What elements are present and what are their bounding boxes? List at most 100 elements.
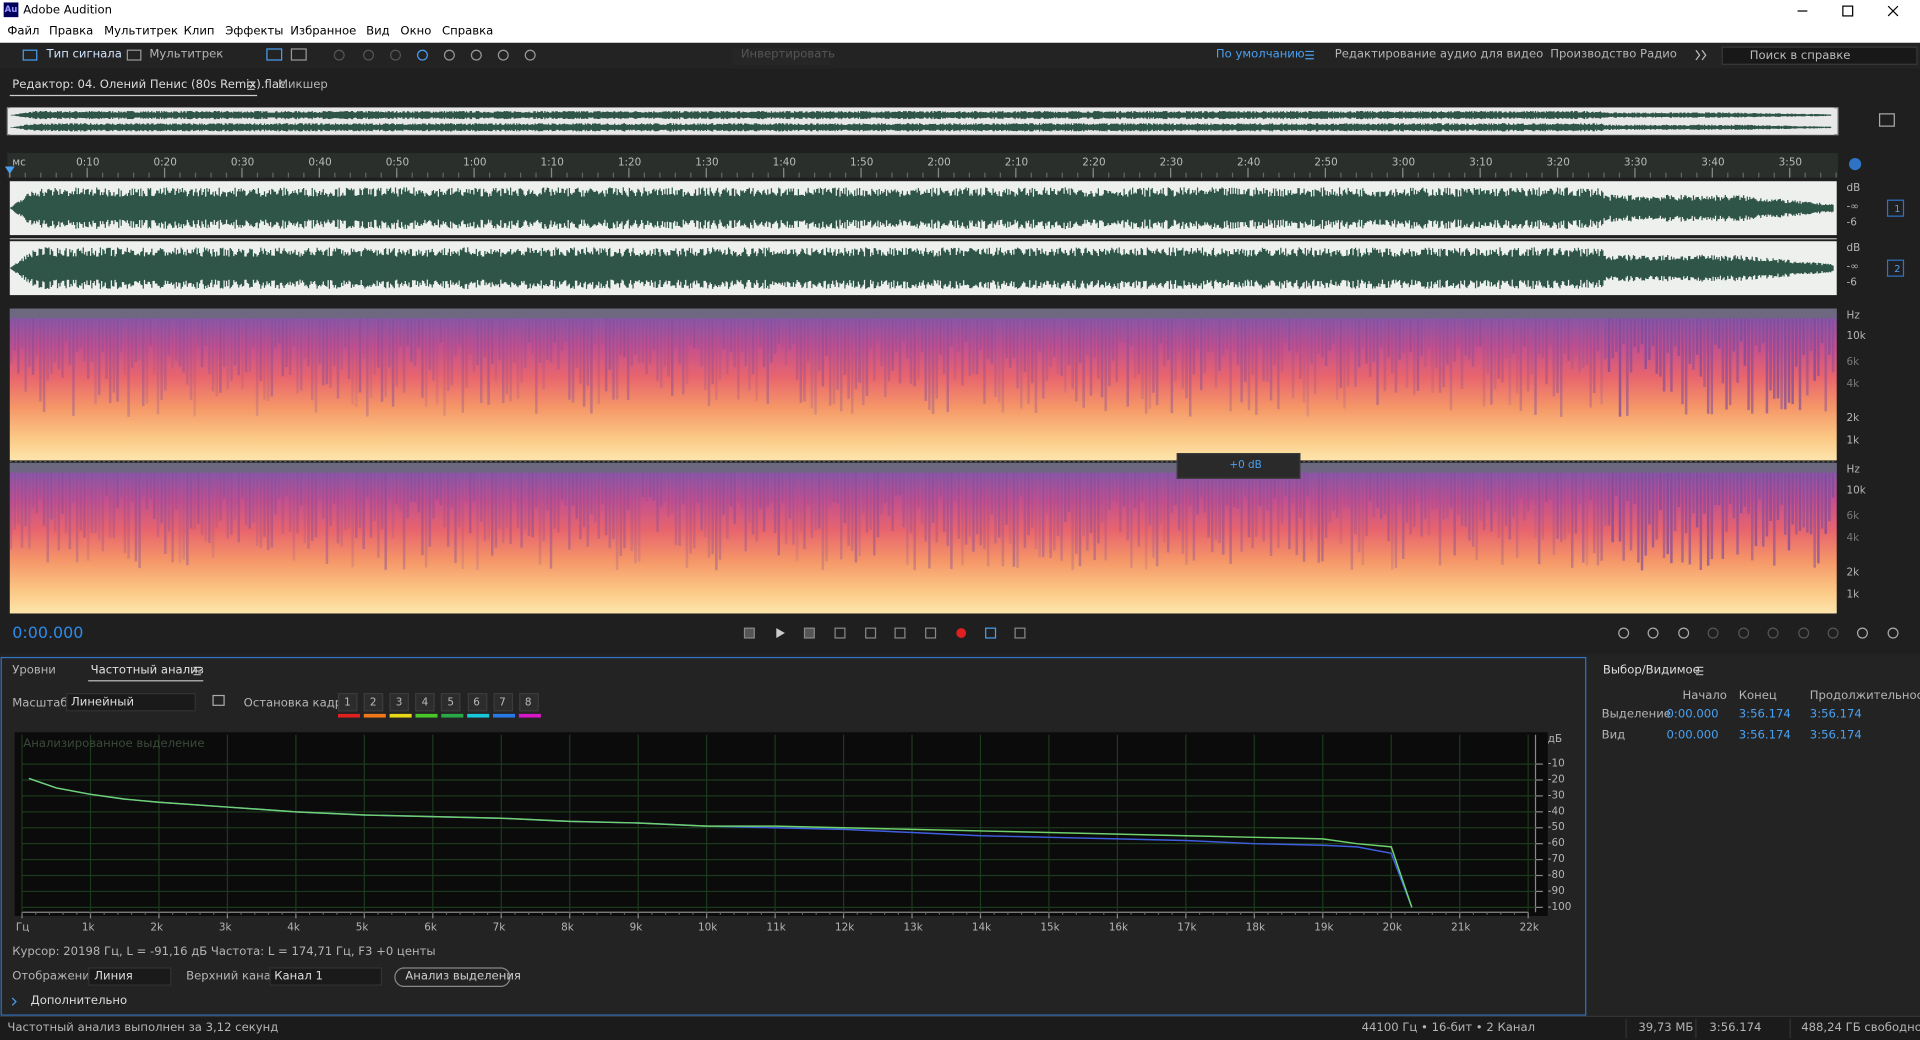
panel-tab[interactable]: Уровни [12, 663, 56, 678]
time-value[interactable]: 0:00.000 [1666, 707, 1719, 722]
mode-button[interactable]: Тип сигнала [46, 47, 122, 62]
menu-item[interactable]: Клип [183, 24, 215, 38]
workspace-tab[interactable]: Редактирование аудио для видео [1334, 47, 1544, 62]
workspace-tab[interactable]: Производство Радио [1550, 47, 1677, 62]
spectrogram-band [986, 318, 990, 359]
display-value[interactable]: Линия [94, 969, 133, 984]
y-tick-label: -100 [1547, 901, 1572, 914]
menu-item[interactable]: Окно [400, 24, 432, 38]
hold-button-label[interactable]: 2 [369, 696, 377, 709]
channel-button[interactable] [1886, 199, 1905, 217]
spectrogram-band [1192, 318, 1196, 375]
spectrogram-band [355, 472, 358, 538]
spectrogram-band [28, 318, 31, 367]
menu-item[interactable]: Эффекты [225, 24, 284, 38]
spectrogram-band [1126, 472, 1129, 541]
advanced-toggle[interactable]: Дополнительно [30, 994, 128, 1008]
workspace-tab[interactable]: По умолчанию [1215, 47, 1305, 62]
menu-item[interactable]: Избранное [290, 24, 357, 38]
time-value[interactable]: 3:56.174 [1809, 707, 1862, 722]
channel-dropdown[interactable] [269, 967, 383, 986]
hold-button[interactable] [389, 693, 410, 712]
hold-button[interactable] [492, 693, 513, 712]
spectrogram-band [1240, 318, 1243, 403]
scale-dropdown[interactable] [66, 693, 196, 712]
window-close [1887, 5, 1899, 17]
hold-button[interactable] [518, 693, 539, 712]
time-value[interactable]: 3:56.174 [1809, 728, 1862, 743]
analyze-button[interactable] [394, 967, 511, 987]
menu-item[interactable]: Файл [7, 24, 40, 38]
menu-item[interactable]: Мультитрек [104, 24, 178, 38]
hold-button-label[interactable]: 3 [395, 696, 403, 709]
spectrogram-band [300, 318, 303, 391]
spectrogram-band [311, 318, 314, 401]
zoom-button [1707, 627, 1719, 639]
spectrogram-band [1093, 472, 1096, 561]
spectrogram-band [358, 472, 362, 529]
spectrogram-band [630, 472, 634, 552]
spectrogram-band [972, 318, 975, 374]
mode-button[interactable]: Мультитрек [149, 47, 224, 62]
time-value[interactable]: 0:00.000 [1666, 728, 1719, 743]
spectrogram-band [1291, 318, 1295, 399]
editor-tab[interactable]: Микшер [277, 78, 328, 92]
spectrogram-band [1442, 472, 1445, 520]
search-placeholder[interactable]: Поиск в справке [1749, 48, 1851, 63]
menu-item[interactable]: Справка [442, 24, 494, 38]
hold-button-label[interactable]: 1 [344, 696, 351, 709]
spectrogram-band [722, 472, 725, 515]
spectrogram-band [1181, 318, 1185, 389]
editor-tab[interactable]: Редактор: 04. Олений Пенис (80s Remix).f… [12, 78, 286, 92]
spectrogram-band [1097, 318, 1100, 379]
hold-button[interactable] [363, 693, 384, 712]
spectrogram-band [1828, 318, 1831, 355]
spectrogram-band [1064, 318, 1067, 393]
spectrogram-band [131, 472, 134, 502]
spectrogram-band [1031, 472, 1034, 528]
hold-button[interactable] [415, 693, 436, 712]
hold-button[interactable] [337, 693, 358, 712]
spectrogram-band [391, 472, 395, 539]
channel-value[interactable]: Канал 1 [274, 969, 323, 984]
spectrogram-band [733, 472, 736, 524]
spectrogram-band [803, 472, 806, 550]
hold-button-label[interactable]: 4 [421, 696, 429, 709]
channel-button[interactable] [1886, 259, 1905, 277]
display-dropdown[interactable] [88, 967, 172, 986]
spectrogram-band [913, 472, 916, 571]
hold-button[interactable] [441, 693, 461, 712]
hold-button[interactable] [467, 693, 487, 712]
spectrogram-band [557, 472, 560, 533]
hold-button-label[interactable]: 7 [499, 696, 506, 709]
spectrogram-band [1053, 318, 1056, 357]
hold-button-label[interactable]: 5 [447, 696, 455, 709]
menu-item[interactable]: Вид [366, 24, 390, 38]
frequency-label: 6k [1846, 510, 1860, 523]
spectrogram-band [1240, 472, 1243, 552]
spectrogram-band [322, 472, 325, 519]
hold-button-label[interactable]: 6 [473, 696, 480, 709]
menu-item[interactable]: Правка [48, 24, 94, 38]
spectrogram-band [292, 318, 296, 347]
spectrogram-band [1339, 318, 1343, 388]
ruler-label: 2:40 [1236, 156, 1261, 169]
spectrogram-band [946, 472, 949, 546]
invert-label[interactable]: Инвертировать [740, 47, 835, 62]
hold-button-label[interactable]: 8 [524, 696, 532, 709]
hold-color [441, 713, 464, 718]
analyze-button-label[interactable]: Анализ выделения [405, 969, 521, 984]
spectrogram-band [983, 318, 986, 404]
search-box[interactable] [1721, 46, 1918, 65]
volume-value[interactable]: +0 dB [1229, 459, 1262, 472]
time-value[interactable]: 3:56.174 [1738, 707, 1791, 722]
scale-value[interactable]: Линейный [71, 695, 135, 709]
x-tick-label: 10k [698, 922, 718, 935]
spectrogram-band [31, 318, 35, 375]
time-value[interactable]: 3:56.174 [1738, 728, 1791, 743]
spectrogram-band [917, 472, 920, 508]
spectrogram-band [127, 318, 130, 417]
spectrogram-band [777, 472, 781, 556]
spectrogram-band [1078, 318, 1082, 363]
panel-tab[interactable]: Частотный анализ [90, 663, 204, 678]
